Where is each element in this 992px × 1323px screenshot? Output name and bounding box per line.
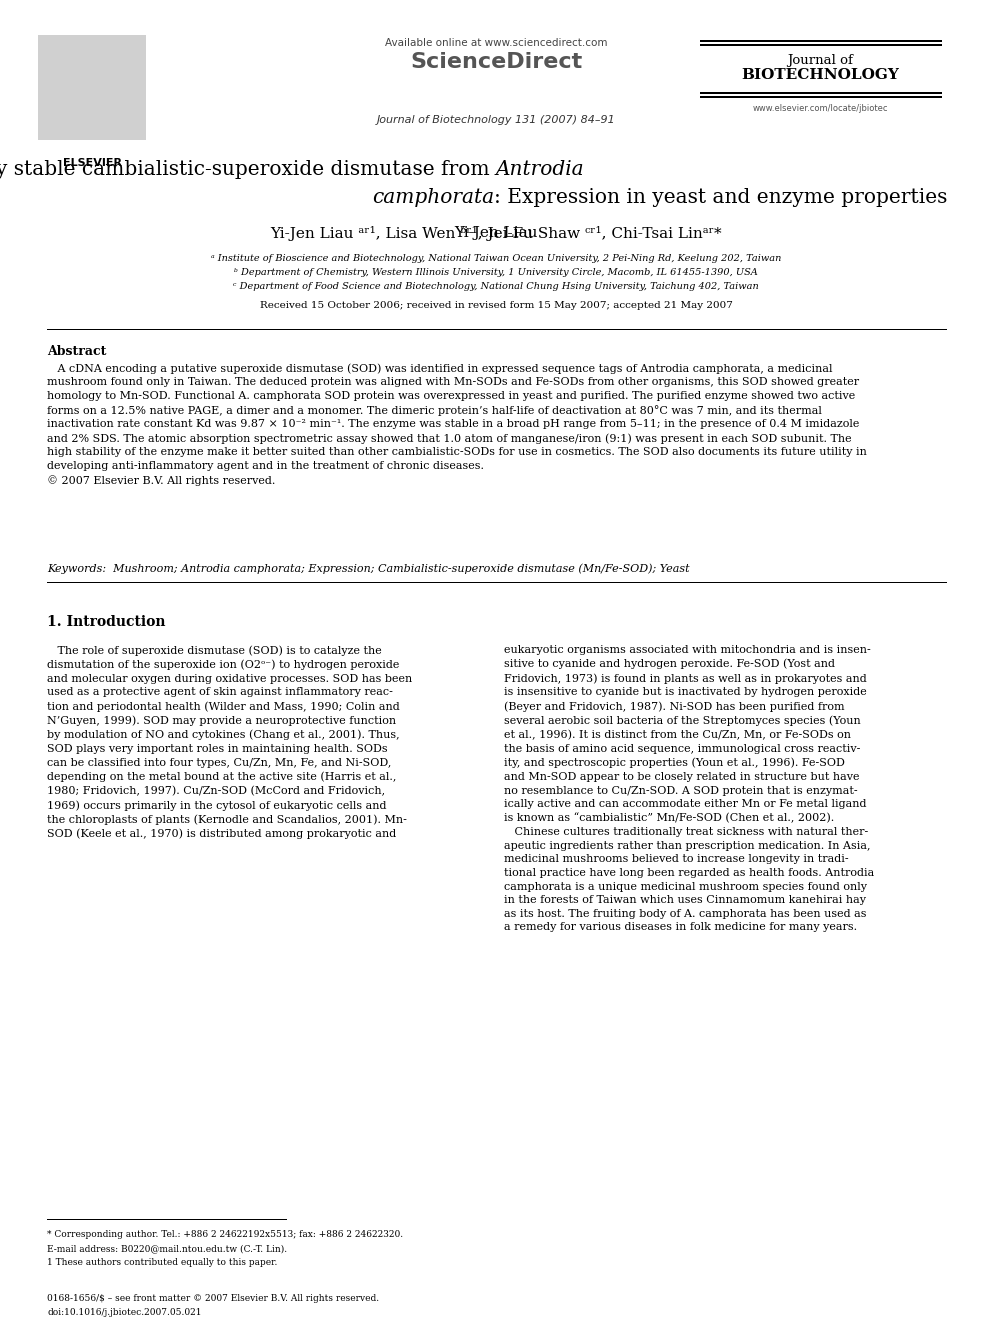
Text: ScienceDirect: ScienceDirect xyxy=(410,52,582,71)
Text: * Corresponding author. Tel.: +886 2 24622192x5513; fax: +886 2 24622320.: * Corresponding author. Tel.: +886 2 246… xyxy=(47,1230,403,1240)
Text: 0168-1656/$ – see front matter © 2007 Elsevier B.V. All rights reserved.: 0168-1656/$ – see front matter © 2007 El… xyxy=(47,1294,379,1303)
Text: Journal of: Journal of xyxy=(787,54,853,67)
Text: Keywords:  Mushroom; Antrodia camphorata; Expression; Cambialistic-superoxide di: Keywords: Mushroom; Antrodia camphorata;… xyxy=(47,564,689,574)
Text: Yi-Jen Liau: Yi-Jen Liau xyxy=(454,226,538,239)
Text: BIOTECHNOLOGY: BIOTECHNOLOGY xyxy=(741,67,899,82)
Text: Abstract: Abstract xyxy=(47,345,106,359)
Bar xyxy=(700,40,942,42)
Bar xyxy=(47,582,947,583)
Text: Journal of Biotechnology 131 (2007) 84–91: Journal of Biotechnology 131 (2007) 84–9… xyxy=(377,115,615,124)
Text: ELSEVIER: ELSEVIER xyxy=(62,157,121,168)
Text: eukaryotic organisms associated with mitochondria and is insen-
sitive to cyanid: eukaryotic organisms associated with mit… xyxy=(504,646,874,933)
Text: Antrodia: Antrodia xyxy=(496,160,584,179)
Text: doi:10.1016/j.jbiotec.2007.05.021: doi:10.1016/j.jbiotec.2007.05.021 xyxy=(47,1308,201,1316)
Text: ᵇ Department of Chemistry, Western Illinois University, 1 University Circle, Mac: ᵇ Department of Chemistry, Western Illin… xyxy=(234,269,758,277)
Text: camphorata: camphorata xyxy=(372,188,494,206)
Text: A highly stable cambialistic-superoxide dismutase from: A highly stable cambialistic-superoxide … xyxy=(0,160,496,179)
Text: Received 15 October 2006; received in revised form 15 May 2007; accepted 21 May : Received 15 October 2006; received in re… xyxy=(260,302,732,310)
Text: ᶜ Department of Food Science and Biotechnology, National Chung Hsing University,: ᶜ Department of Food Science and Biotech… xyxy=(233,282,759,291)
Text: : Expression in yeast and enzyme properties: : Expression in yeast and enzyme propert… xyxy=(494,188,947,206)
Bar xyxy=(700,44,942,46)
Text: 1. Introduction: 1. Introduction xyxy=(47,615,166,628)
Text: The role of superoxide dismutase (SOD) is to catalyze the
dismutation of the sup: The role of superoxide dismutase (SOD) i… xyxy=(47,646,413,839)
Text: E-mail address: B0220@mail.ntou.edu.tw (C.-T. Lin).: E-mail address: B0220@mail.ntou.edu.tw (… xyxy=(47,1244,287,1253)
Text: Available online at www.sciencedirect.com: Available online at www.sciencedirect.co… xyxy=(385,38,607,48)
Bar xyxy=(700,91,942,94)
Text: A cDNA encoding a putative superoxide dismutase (SOD) was identified in expresse: A cDNA encoding a putative superoxide di… xyxy=(47,363,867,486)
Text: www.elsevier.com/locate/jbiotec: www.elsevier.com/locate/jbiotec xyxy=(752,105,888,112)
Bar xyxy=(47,328,947,329)
Text: ᵃ Institute of Bioscience and Biotechnology, National Taiwan Ocean University, 2: ᵃ Institute of Bioscience and Biotechnol… xyxy=(211,254,781,263)
Text: Yi-Jen Liau ᵃʳ¹, Lisa Wen ᵇʳ¹, Jei-Fu Shaw ᶜʳ¹, Chi-Tsai Linᵃʳ*: Yi-Jen Liau ᵃʳ¹, Lisa Wen ᵇʳ¹, Jei-Fu Sh… xyxy=(270,226,722,241)
Bar xyxy=(700,95,942,98)
Bar xyxy=(38,34,146,140)
Text: 1 These authors contributed equally to this paper.: 1 These authors contributed equally to t… xyxy=(47,1258,278,1267)
